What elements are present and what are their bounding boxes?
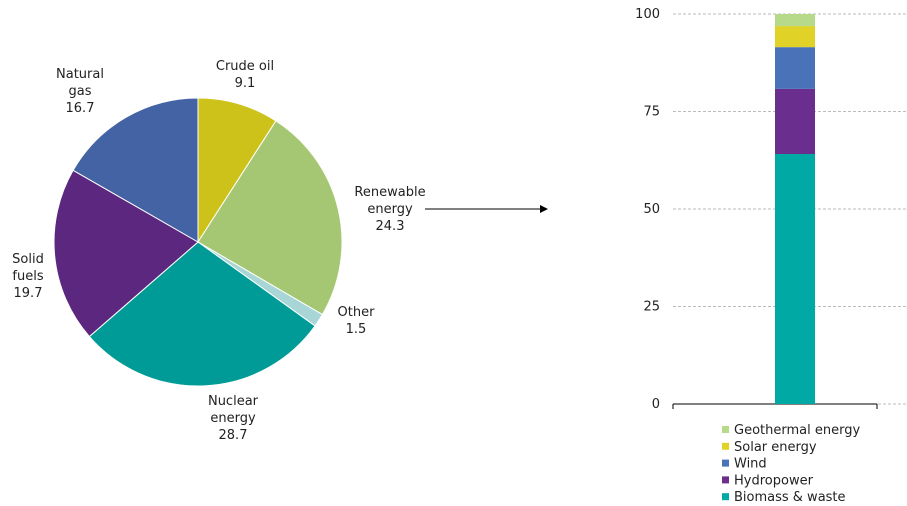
pie-slice (88, 241, 316, 387)
y-tick-label: 0 (652, 397, 660, 412)
slice-label: Nuclear energy 28.7 (198, 393, 268, 444)
bar-segment (775, 154, 815, 404)
slice-value: 28.7 (218, 428, 248, 443)
legend-swatch (722, 476, 729, 484)
slice-name: Nuclear energy (207, 394, 259, 426)
slice-value: 1.5 (345, 322, 367, 337)
legend-swatch (722, 426, 729, 433)
slice-name: Solid fuels (12, 252, 44, 284)
y-tick-label: 25 (643, 300, 660, 315)
slice-name: Natural gas (56, 67, 104, 99)
arrow-head (540, 205, 548, 213)
y-tick-label: 50 (643, 202, 660, 217)
slice-value: 24.3 (375, 219, 405, 234)
legend-label: Solar energy (734, 440, 817, 455)
slice-label: Solid fuels 19.7 (8, 251, 48, 302)
slice-name: Crude oil (215, 59, 275, 74)
legend-label: Biomass & waste (734, 490, 846, 505)
slice-value: 9.1 (234, 76, 256, 91)
slice-label: Natural gas 16.7 (53, 66, 108, 117)
slice-value: 16.7 (65, 101, 95, 116)
pie-slice (53, 169, 199, 338)
slice-label: Other 1.5 (326, 304, 386, 338)
legend-swatch (722, 442, 729, 450)
y-tick-label: 75 (643, 105, 660, 120)
pie-slice (197, 120, 343, 316)
slice-name: Other (337, 305, 375, 320)
slice-value: 19.7 (13, 286, 43, 301)
slice-label: Renewable energy 24.3 (350, 184, 430, 235)
legend-label: Geothermal energy (734, 423, 860, 438)
y-tick-label: 100 (635, 7, 660, 22)
slice-name: Renewable energy (354, 185, 426, 217)
legend-swatch (722, 493, 729, 501)
bar-segment (775, 14, 815, 27)
pie-slice (197, 97, 277, 244)
slice-label: Crude oil 9.1 (205, 58, 285, 92)
bar-segment (775, 88, 815, 155)
legend-label: Wind (734, 457, 767, 472)
pie-slice (72, 97, 199, 243)
legend-swatch (722, 459, 729, 467)
legend-label: Hydropower (734, 473, 814, 488)
bar-segment (775, 26, 815, 48)
bar-segment (775, 47, 815, 89)
